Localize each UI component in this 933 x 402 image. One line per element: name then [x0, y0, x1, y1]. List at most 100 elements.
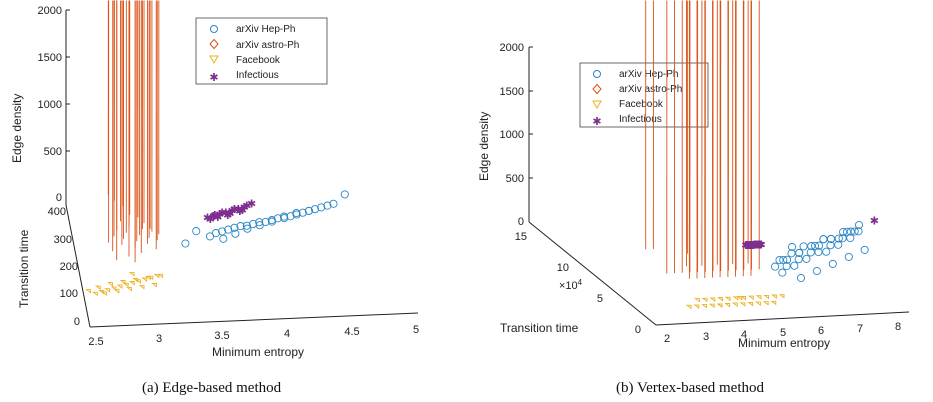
- chart-b-legend-entry: arXiv astro-Ph: [619, 84, 682, 95]
- scatter-point-star: ✱: [747, 239, 756, 252]
- scatter-point-triangle-down: [126, 287, 132, 292]
- scatter-point-star: ✱: [870, 214, 879, 227]
- chart-b-legend-entry: arXiv Hep-Ph: [619, 69, 678, 80]
- chart-a-x-tick: 2.5: [88, 336, 103, 348]
- scatter-point-triangle-down: [135, 279, 141, 284]
- scatter-point-star: ✱: [223, 209, 232, 222]
- scatter-point-star: ✱: [748, 239, 757, 252]
- scatter-point-circle: [844, 252, 853, 261]
- scatter-point-triangle-down: [119, 280, 126, 285]
- scatter-point-star: ✱: [206, 213, 215, 226]
- scatter-point-star: ✱: [752, 239, 761, 252]
- scatter-point-triangle-down: [716, 303, 723, 308]
- scatter-point-circle: [860, 245, 869, 254]
- scatter-point-circle: [828, 259, 837, 268]
- scatter-point-circle: [834, 240, 843, 249]
- scatter-point-star: ✱: [234, 203, 243, 216]
- scatter-point-circle: [796, 273, 806, 283]
- scatter-point-star: ✱: [247, 198, 256, 211]
- chart-b-marks: ✱✱✱✱✱✱✱✱✱✱✱✱✱✱✱✱✱✱: [645, 0, 879, 310]
- chart-b-y-multiplier: ×104: [559, 278, 583, 292]
- scatter-point-star: ✱: [213, 211, 222, 224]
- chart-a-z-tick: 0: [56, 192, 62, 204]
- chart-b-y-label: Transition time: [500, 321, 579, 335]
- chart-a-z-tick: 1500: [38, 52, 62, 64]
- chart-a-y-label: Transition time: [17, 229, 31, 308]
- chart-b-x-ticks: 2 3 4 5 6 7 8: [664, 321, 901, 345]
- chart-a-y-axis: [65, 204, 91, 328]
- scatter-point-star: ✱: [227, 205, 236, 218]
- scatter-point-star: ✱: [238, 204, 247, 217]
- scatter-point-circle: [255, 218, 264, 227]
- scatter-point-triangle-down: [701, 304, 707, 309]
- scatter-point-triangle-down: [157, 273, 164, 279]
- scatter-point-star: ✱: [217, 207, 226, 220]
- scatter-point-triangle-down: [778, 294, 785, 299]
- chart-b-legend-entry: Facebook: [619, 99, 664, 110]
- chart-b-y-tick: 10: [557, 262, 569, 274]
- scatter-point-star: ✱: [235, 205, 244, 218]
- scatter-point-star: ✱: [749, 239, 758, 252]
- svg-text:✱: ✱: [592, 115, 601, 128]
- scatter-point-circle: [317, 203, 326, 212]
- scatter-point-circle: [794, 255, 803, 264]
- scatter-point-star: ✱: [755, 239, 764, 252]
- scatter-point-triangle-down: [138, 285, 145, 290]
- chart-b-y-tick: 5: [597, 293, 603, 305]
- chart-b-legend: arXiv Hep-Ph arXiv astro-Ph Facebook ✱ I…: [579, 62, 709, 128]
- chart-a-y-tick: 200: [60, 261, 78, 273]
- scatter-point-circle: [854, 220, 864, 230]
- scatter-point-circle: [771, 262, 780, 271]
- scatter-point-circle: [249, 219, 258, 229]
- scatter-point-circle: [298, 208, 307, 217]
- chart-b-y-tick: 0: [635, 324, 641, 336]
- scatter-point-circle: [267, 217, 277, 226]
- scatter-point-circle: [812, 266, 821, 276]
- chart-b-x-label: Minimum entropy: [738, 336, 830, 350]
- scatter-point-triangle-down: [110, 286, 117, 291]
- scatter-point-circle: [782, 262, 791, 271]
- scatter-point-circle: [230, 223, 239, 232]
- scatter-point-circle: [787, 249, 796, 258]
- scatter-point-triangle-down: [107, 282, 113, 287]
- scatter-point-circle: [787, 242, 797, 252]
- scatter-point-circle: [811, 241, 820, 250]
- scatter-point-circle: [329, 199, 338, 208]
- scatter-point-triangle-down: [740, 296, 746, 301]
- chart-a-x-tick: 5: [413, 324, 419, 336]
- chart-a-caption: (a) Edge-based method: [142, 380, 282, 396]
- scatter-point-circle: [838, 234, 847, 243]
- scatter-point-triangle-down: [153, 273, 160, 279]
- scatter-point-triangle-down: [739, 302, 746, 307]
- scatter-point-circle: [779, 255, 788, 265]
- chart-b-z-tick: 1500: [500, 86, 524, 98]
- chart-a-x-tick: 3.5: [214, 330, 229, 342]
- chart-b-y-tick: 15: [515, 231, 527, 243]
- scatter-point-circle: [323, 201, 332, 210]
- chart-b-y-ticks: 15 10 5 0: [515, 231, 641, 336]
- chart-a-y-tick: 0: [74, 316, 80, 328]
- scatter-point-triangle-down: [693, 304, 700, 309]
- scatter-point-triangle-down: [747, 295, 754, 301]
- scatter-point-triangle-down: [144, 275, 151, 281]
- scatter-point-circle: [292, 208, 301, 218]
- scatter-point-circle: [795, 248, 804, 257]
- scatter-point-triangle-down: [104, 288, 111, 293]
- scatter-point-triangle-down: [770, 300, 777, 306]
- scatter-point-triangle-down: [122, 282, 129, 288]
- chart-b-z-tick: 2000: [500, 42, 524, 54]
- scatter-point-star: ✱: [221, 206, 230, 219]
- scatter-point-circle: [846, 227, 855, 236]
- scatter-point-triangle-down: [101, 291, 107, 296]
- chart-b-x-tick: 3: [703, 331, 709, 343]
- chart-a-z-tick: 1000: [38, 99, 62, 111]
- scatter-point-triangle-down: [732, 296, 739, 301]
- chart-a-z-ticks: 2000 1500 1000 500 0: [38, 5, 70, 204]
- scatter-point-circle: [181, 239, 190, 248]
- scatter-point-circle: [834, 234, 843, 243]
- scatter-point-circle: [224, 225, 233, 234]
- chart-b-z-label: Edge density: [477, 112, 491, 181]
- scatter-point-circle: [279, 212, 289, 221]
- scatter-point-star: ✱: [754, 239, 763, 252]
- scatter-point-triangle-down: [709, 297, 716, 302]
